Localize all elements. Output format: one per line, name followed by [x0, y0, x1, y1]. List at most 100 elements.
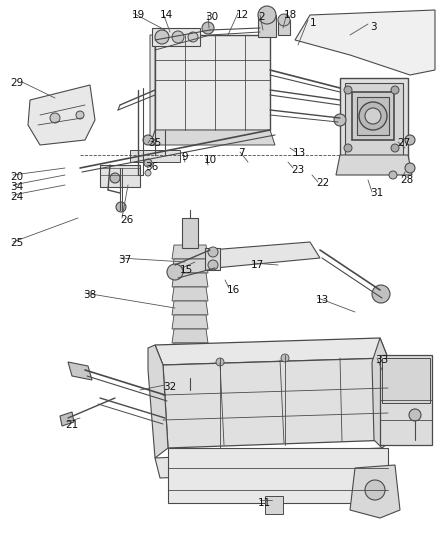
Circle shape	[182, 385, 198, 401]
Circle shape	[278, 14, 290, 26]
Circle shape	[344, 144, 352, 152]
Text: 2: 2	[258, 12, 265, 22]
Circle shape	[258, 6, 276, 24]
Text: 11: 11	[258, 498, 271, 508]
Text: 24: 24	[10, 192, 23, 202]
Bar	[380, 355, 432, 445]
Bar	[168, 448, 388, 503]
Text: 33: 33	[375, 355, 388, 365]
Circle shape	[405, 135, 415, 145]
Text: 29: 29	[10, 78, 23, 88]
Text: 10: 10	[204, 155, 217, 165]
Bar	[205, 248, 220, 270]
Circle shape	[143, 135, 153, 145]
Text: 17: 17	[251, 260, 264, 270]
Text: 21: 21	[65, 420, 78, 430]
Circle shape	[267, 497, 283, 513]
Circle shape	[409, 409, 421, 421]
Polygon shape	[148, 345, 168, 458]
Text: 7: 7	[238, 148, 245, 158]
Circle shape	[208, 247, 218, 257]
Polygon shape	[68, 362, 92, 380]
Text: 20: 20	[10, 172, 23, 182]
Circle shape	[405, 163, 415, 173]
Circle shape	[144, 159, 152, 167]
Circle shape	[76, 111, 84, 119]
Bar	[182, 218, 198, 248]
Bar	[100, 165, 140, 187]
Polygon shape	[210, 242, 320, 268]
Bar	[265, 496, 283, 514]
Polygon shape	[28, 85, 95, 145]
Text: 1: 1	[310, 18, 317, 28]
Circle shape	[155, 30, 169, 44]
Bar	[130, 150, 180, 162]
Text: 38: 38	[83, 290, 96, 300]
Circle shape	[365, 108, 381, 124]
Circle shape	[389, 171, 397, 179]
Text: 22: 22	[316, 178, 329, 188]
Circle shape	[145, 170, 151, 176]
Circle shape	[344, 86, 352, 94]
Circle shape	[202, 22, 214, 34]
Polygon shape	[295, 10, 435, 75]
Circle shape	[208, 260, 218, 270]
Text: 13: 13	[316, 295, 329, 305]
Text: 27: 27	[397, 138, 410, 148]
Circle shape	[188, 32, 198, 42]
Polygon shape	[172, 259, 208, 273]
Polygon shape	[336, 155, 412, 175]
Polygon shape	[172, 343, 208, 357]
Polygon shape	[172, 315, 208, 329]
Text: 13: 13	[293, 148, 306, 158]
Polygon shape	[155, 448, 388, 478]
Polygon shape	[150, 130, 275, 145]
Polygon shape	[163, 358, 392, 448]
Bar	[152, 28, 200, 46]
Polygon shape	[150, 35, 155, 145]
Bar	[278, 20, 290, 35]
Circle shape	[391, 86, 399, 94]
Text: 12: 12	[236, 10, 249, 20]
Bar	[155, 35, 270, 130]
Text: 32: 32	[163, 382, 176, 392]
Circle shape	[172, 31, 184, 43]
Bar	[357, 97, 389, 135]
Circle shape	[281, 354, 289, 362]
Bar	[352, 92, 394, 140]
Bar	[382, 358, 430, 403]
Polygon shape	[172, 245, 208, 259]
Text: 14: 14	[160, 10, 173, 20]
Text: 16: 16	[227, 285, 240, 295]
Circle shape	[216, 358, 224, 366]
Circle shape	[50, 113, 60, 123]
Circle shape	[334, 114, 346, 126]
Polygon shape	[155, 338, 388, 365]
Text: 28: 28	[400, 175, 413, 185]
Polygon shape	[172, 287, 208, 301]
Bar	[345, 83, 403, 155]
Text: 34: 34	[10, 182, 23, 192]
Text: 25: 25	[10, 238, 23, 248]
Text: 26: 26	[120, 215, 133, 225]
Circle shape	[365, 480, 385, 500]
Polygon shape	[172, 357, 208, 371]
Circle shape	[110, 173, 120, 183]
Circle shape	[167, 264, 183, 280]
Text: 23: 23	[291, 165, 304, 175]
Text: 35: 35	[148, 138, 161, 148]
Text: 37: 37	[118, 255, 131, 265]
Bar	[178, 370, 202, 378]
Circle shape	[116, 202, 126, 212]
Bar	[258, 15, 276, 37]
Polygon shape	[372, 338, 392, 448]
Circle shape	[359, 102, 387, 130]
Circle shape	[391, 144, 399, 152]
Text: 15: 15	[180, 265, 193, 275]
Text: 19: 19	[132, 10, 145, 20]
Polygon shape	[60, 412, 74, 426]
Text: 31: 31	[370, 188, 383, 198]
Circle shape	[372, 285, 390, 303]
Polygon shape	[172, 301, 208, 315]
Text: 36: 36	[145, 162, 158, 172]
